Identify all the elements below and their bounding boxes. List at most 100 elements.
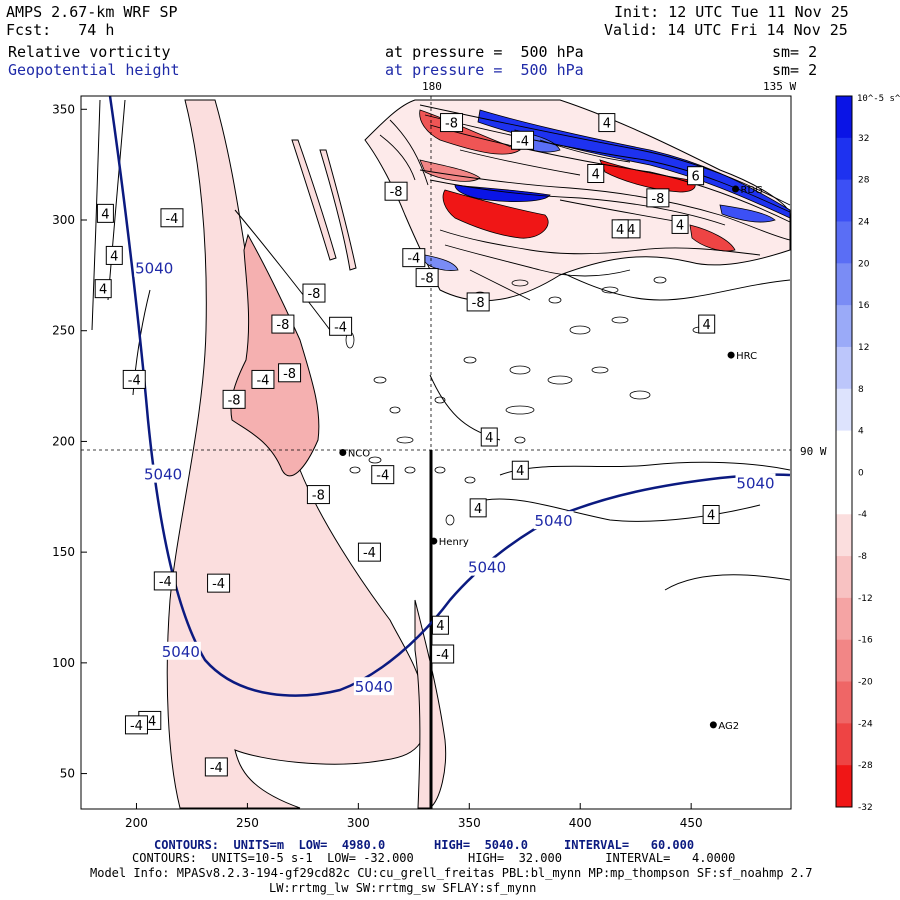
footer-vort-contours-right: HIGH= 32.000 INTERVAL= 4.0000	[468, 851, 736, 865]
colorbar-swatch	[836, 305, 852, 348]
vorticity-label: -4	[516, 134, 529, 149]
contour-line	[499, 461, 791, 476]
vorticity-label: -4	[128, 373, 141, 388]
y-tick-label: 350	[52, 102, 75, 116]
vorticity-label: -8	[228, 393, 241, 408]
vorticity-label-box	[384, 181, 408, 201]
neg-vorticity-storm	[689, 224, 736, 252]
station-marker	[727, 351, 735, 359]
station-marker	[430, 537, 438, 545]
vorticity-label: 4	[485, 431, 493, 446]
vorticity-label: 4	[703, 318, 711, 333]
vorticity-label: 4	[110, 249, 118, 264]
vorticity-label-box	[511, 130, 535, 150]
x-axis: 200 250 300 350 400 450	[125, 803, 703, 830]
vorticity-label: 4	[616, 223, 624, 238]
colorbar-swatch	[836, 472, 852, 515]
height-label: 5040	[468, 559, 506, 577]
vorticity-label-box	[329, 316, 353, 336]
colorbar-swatch	[836, 137, 852, 181]
storm-envelope	[364, 99, 791, 302]
contour-streak	[291, 139, 337, 261]
y-tick-label: 250	[52, 324, 75, 338]
colorbar-tick-label: 28	[858, 176, 870, 186]
colorbar-tick-label: -28	[858, 761, 873, 771]
vorticity-label: -4	[256, 373, 269, 388]
footer-model-info-2: LW:rrtmg_lw SW:rrtmg_sw SFLAY:sf_mynn	[269, 881, 537, 895]
vorticity-label-box	[598, 113, 616, 133]
colorbar-tick-label: 16	[858, 301, 870, 311]
field1-level: at pressure = 500 hPa	[385, 43, 584, 61]
vorticity-label-box	[402, 248, 426, 268]
colorbar-swatch	[836, 96, 852, 139]
colorbar-swatch	[836, 388, 852, 432]
vorticity-label: -4	[165, 212, 178, 227]
vorticity-label: 6	[691, 170, 699, 185]
valid-time: Valid: 14 UTC Fri 14 Nov 25	[604, 21, 848, 39]
x-tick-label: 450	[680, 816, 703, 830]
vorticity-label-box	[251, 369, 275, 389]
pos-vorticity-storm	[719, 204, 776, 223]
colorbar-tick-label: -32	[858, 803, 873, 813]
colorbar-tick-label: -12	[858, 594, 873, 604]
height-label: 5040	[135, 260, 173, 278]
vorticity-label-box	[415, 268, 439, 288]
height-label-bg	[533, 511, 574, 530]
height-label: 5040	[736, 475, 774, 493]
colorbar-tick-label: -4	[858, 510, 867, 520]
colorbar-tick-label: -24	[858, 719, 873, 729]
pos-vorticity-storm	[424, 254, 459, 271]
vorticity-label-box	[105, 245, 123, 265]
colorbar-tick-label: 8	[858, 385, 864, 395]
vorticity-label: 4	[676, 218, 684, 233]
footer-vort-contours-left: CONTOURS: UNITS=10-5 s-1 LOW= -32.000	[132, 851, 414, 865]
vorticity-label: -4	[212, 577, 225, 592]
neg-vorticity-storm	[442, 189, 549, 239]
vorticity-label: 4	[516, 464, 524, 479]
init-time: Init: 12 UTC Tue 11 Nov 25	[614, 3, 849, 21]
colorbar-swatch	[836, 723, 852, 766]
neg-vorticity-storm	[419, 159, 481, 182]
vorticity-label: -4	[130, 719, 143, 734]
vorticity-label-box	[671, 214, 689, 234]
height-label: 5040	[144, 466, 182, 484]
x-tick-label: 350	[458, 816, 481, 830]
contour-streak	[319, 149, 357, 271]
x-tick-label: 200	[125, 816, 148, 830]
field2-level: at pressure = 500 hPa	[385, 61, 584, 79]
height-label-bg	[143, 464, 184, 483]
pos-vorticity-storm	[454, 184, 551, 202]
vorticity-label-box	[153, 571, 177, 591]
colorbar-tick-label: -16	[858, 636, 873, 646]
height-label-bg	[134, 258, 175, 277]
vorticity-label-box	[440, 113, 464, 133]
vorticity-label: -4	[376, 469, 389, 484]
vorticity-label: 4	[101, 207, 109, 222]
colorbar-tick-label: 4	[858, 427, 864, 437]
colorbar-swatch	[836, 221, 852, 264]
vorticity-label-box	[587, 164, 605, 183]
station-marker	[732, 185, 740, 193]
vorticity-label: -8	[283, 367, 296, 382]
vorticity-label: -4	[436, 648, 449, 663]
neg-vorticity-core	[230, 233, 320, 477]
colorbar-swatch	[836, 639, 852, 683]
vorticity-label: 4	[436, 619, 444, 634]
colorbar-tick-label: -8	[858, 552, 867, 562]
vorticity-label: -8	[445, 117, 458, 132]
height-label-bg	[353, 677, 394, 696]
vorticity-label: -4	[210, 761, 223, 776]
colorbar-tick-label: 0	[858, 468, 864, 478]
y-tick-label: 150	[52, 545, 75, 559]
height-contour-5040	[108, 95, 791, 697]
vorticity-label-box	[357, 542, 381, 562]
vorticity-label-box	[687, 166, 705, 186]
vorticity-label: -8	[307, 287, 320, 302]
colorbar-swatch	[836, 179, 852, 222]
colorbar-swatch	[836, 263, 852, 306]
plot-frame	[80, 95, 792, 810]
station-marker	[339, 449, 347, 456]
vorticity-label-box	[480, 427, 498, 447]
station-label: RDG	[741, 185, 763, 196]
